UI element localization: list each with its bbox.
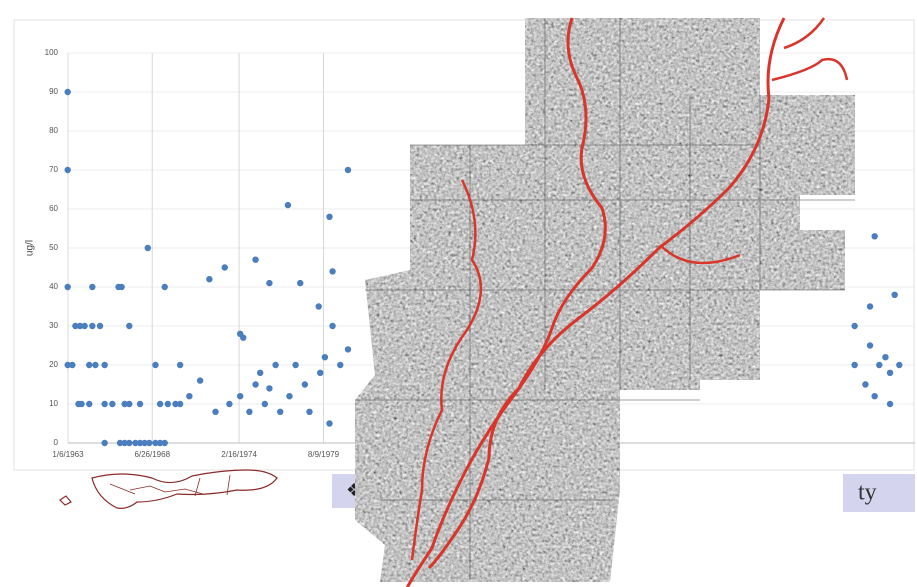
- point: [89, 323, 95, 329]
- y-tick-label: 0: [54, 438, 59, 447]
- y-tick-label: 100: [45, 48, 59, 57]
- point: [186, 393, 192, 399]
- point: [81, 323, 87, 329]
- point: [277, 409, 283, 415]
- point: [177, 362, 183, 368]
- point: [891, 292, 897, 298]
- map-outline: [60, 470, 277, 508]
- point: [69, 362, 75, 368]
- point: [226, 401, 232, 407]
- point: [887, 370, 893, 376]
- point: [126, 323, 132, 329]
- point: [851, 323, 857, 329]
- point: [302, 381, 308, 387]
- y-tick-label: 80: [49, 126, 58, 135]
- point: [126, 440, 132, 446]
- point: [89, 284, 95, 290]
- point: [266, 385, 272, 391]
- point: [262, 401, 268, 407]
- point: [252, 381, 258, 387]
- point: [165, 401, 171, 407]
- point: [252, 257, 258, 263]
- point: [145, 245, 151, 251]
- point: [266, 280, 272, 286]
- point: [329, 268, 335, 274]
- point: [177, 401, 183, 407]
- point: [137, 401, 143, 407]
- point: [197, 377, 203, 383]
- point: [97, 323, 103, 329]
- point: [272, 362, 278, 368]
- y-axis-label: ug/l: [25, 240, 36, 256]
- point: [862, 381, 868, 387]
- point: [162, 440, 168, 446]
- point: [851, 362, 857, 368]
- point: [152, 362, 158, 368]
- point: [306, 409, 312, 415]
- y-tick-label: 30: [49, 321, 58, 330]
- y-tick-label: 60: [49, 204, 58, 213]
- point: [896, 362, 902, 368]
- point: [257, 370, 263, 376]
- point: [126, 401, 132, 407]
- point: [867, 303, 873, 309]
- point: [92, 362, 98, 368]
- x-tick-label: 2/16/1974: [221, 450, 257, 459]
- point: [871, 233, 877, 239]
- point: [887, 401, 893, 407]
- point: [871, 393, 877, 399]
- point: [101, 362, 107, 368]
- point: [64, 284, 70, 290]
- map-outline: [110, 475, 230, 496]
- point: [286, 393, 292, 399]
- y-tick-label: 10: [49, 399, 58, 408]
- point: [876, 362, 882, 368]
- point: [222, 264, 228, 270]
- x-tick-label: 6/26/1968: [134, 450, 170, 459]
- point: [78, 401, 84, 407]
- point: [326, 214, 332, 220]
- point: [86, 401, 92, 407]
- point: [292, 362, 298, 368]
- y-tick-label: 90: [49, 87, 58, 96]
- point: [322, 354, 328, 360]
- point: [326, 420, 332, 426]
- point: [316, 303, 322, 309]
- point: [157, 401, 163, 407]
- x-tick-label: 1/6/1963: [52, 450, 84, 459]
- point: [867, 342, 873, 348]
- point: [86, 362, 92, 368]
- point: [64, 89, 70, 95]
- point: [206, 276, 212, 282]
- point: [317, 370, 323, 376]
- point: [246, 409, 252, 415]
- point: [240, 335, 246, 341]
- point: [345, 167, 351, 173]
- point: [101, 440, 107, 446]
- point: [162, 284, 168, 290]
- y-tick-label: 70: [49, 165, 58, 174]
- point: [237, 393, 243, 399]
- point: [146, 440, 152, 446]
- point: [329, 323, 335, 329]
- page: 0 10 20 30 40 50 60 70 80 90 100 1/6/1963 6/26/1968 2…: [0, 0, 917, 587]
- y-tick-label: 40: [49, 282, 58, 291]
- point: [882, 354, 888, 360]
- point: [337, 362, 343, 368]
- point: [345, 346, 351, 352]
- point: [118, 284, 124, 290]
- y-tick-label: 20: [49, 360, 58, 369]
- title-fragment-box: [843, 474, 915, 512]
- y-tick-label: 50: [49, 243, 58, 252]
- point: [101, 401, 107, 407]
- title-fragment: ty: [858, 480, 877, 506]
- point: [297, 280, 303, 286]
- point: [212, 409, 218, 415]
- x-tick-label: 8/9/1979: [308, 450, 340, 459]
- point: [285, 202, 291, 208]
- point: [109, 401, 115, 407]
- point: [64, 167, 70, 173]
